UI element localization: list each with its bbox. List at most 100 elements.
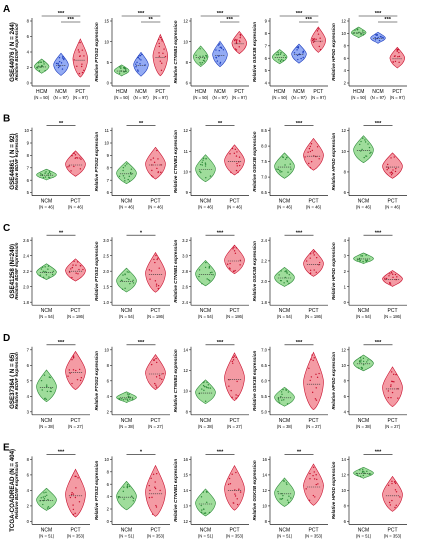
data-point (363, 32, 365, 34)
y-tick-label: 3.0 (182, 253, 188, 258)
data-point (394, 170, 397, 173)
violin-shape (145, 146, 166, 180)
group-label: HCM (274, 89, 285, 95)
group-label: NCM (358, 418, 369, 424)
data-point (238, 156, 241, 158)
violin-shape (195, 488, 216, 517)
data-point (396, 276, 398, 278)
y-tick-label: 4 (265, 81, 268, 86)
data-point (73, 59, 75, 61)
group-label: HCM (353, 89, 364, 95)
data-point (227, 483, 230, 486)
data-point (388, 275, 390, 277)
data-point (72, 508, 75, 511)
data-point (281, 393, 283, 396)
data-point (42, 270, 45, 273)
significance-stars: *** (226, 17, 233, 23)
data-point (374, 36, 376, 39)
data-point (235, 169, 238, 172)
data-point (199, 55, 201, 58)
significance-stars: *** (375, 230, 382, 236)
violin-shape (36, 168, 57, 181)
data-point (317, 28, 319, 30)
data-point (157, 285, 160, 287)
y-tick-label: 7 (265, 43, 268, 48)
data-point (226, 263, 229, 265)
data-point (206, 491, 208, 494)
group-n: (N = 97) (153, 95, 169, 100)
y-tick-label: 6 (265, 56, 268, 61)
data-point (45, 274, 48, 276)
data-point (232, 356, 234, 359)
y-tick-label: 12 (341, 19, 346, 24)
group-label: NCM (279, 418, 290, 424)
data-point (239, 36, 241, 39)
y-tick-label: 7 (27, 347, 30, 352)
data-point (317, 483, 319, 485)
group-label: PCT (230, 527, 240, 533)
data-point (76, 261, 79, 263)
y-tick-label: 2 (107, 409, 110, 414)
data-point (208, 266, 211, 269)
data-point (236, 165, 238, 167)
data-point (312, 38, 314, 40)
group-n: (N = 97) (73, 95, 89, 100)
data-point (158, 267, 160, 269)
violin-plot: 3 4 5 6 7 Relative BDNF expression NCM(N = 38)… (14, 340, 90, 429)
data-point (199, 62, 201, 64)
data-point (137, 69, 139, 71)
data-point (230, 389, 232, 392)
data-point (202, 381, 204, 384)
data-point (75, 487, 77, 489)
data-point (48, 176, 50, 179)
y-axis-label: Relative HPGD expression (331, 461, 336, 519)
data-point (44, 495, 46, 498)
group-label: PCT (151, 418, 161, 424)
y-axis-label: Relative HPGD expression (331, 242, 336, 300)
data-point (163, 48, 165, 50)
data-point (205, 157, 207, 160)
group-label: PCT (392, 89, 402, 95)
y-tick-label: 5 (27, 378, 30, 383)
data-point (390, 174, 393, 176)
significance-stars: *** (217, 450, 224, 456)
data-point (387, 167, 390, 169)
data-point (315, 373, 317, 375)
data-point (43, 498, 46, 500)
data-point (277, 51, 279, 54)
data-point (155, 384, 157, 386)
group-label: NCM (41, 418, 52, 424)
group-label: PCT (388, 527, 398, 533)
data-point (369, 152, 371, 154)
data-point (126, 398, 128, 400)
data-point (362, 33, 365, 36)
violin-plot: 2 4 6 8 10 Relative PTGS2 expression NCM(N = 3… (94, 340, 170, 429)
data-point (285, 389, 287, 392)
data-point (40, 173, 42, 175)
data-point (232, 502, 234, 504)
data-point (390, 272, 393, 274)
data-point (233, 355, 236, 357)
data-point (235, 40, 238, 42)
data-point (397, 397, 399, 399)
violin-shape (271, 49, 288, 65)
significance-stars: *** (296, 121, 303, 127)
data-point (39, 61, 41, 63)
group-label: NCM (358, 199, 369, 205)
data-point (76, 378, 79, 381)
data-point (47, 268, 49, 270)
data-point (70, 268, 72, 270)
violin-shape (274, 386, 295, 407)
data-point (78, 268, 80, 271)
violin-shape (116, 161, 137, 185)
significance-stars: *** (296, 340, 303, 346)
data-point (309, 472, 311, 475)
violin-shape (274, 152, 295, 179)
data-point (157, 171, 159, 174)
data-point (235, 247, 238, 249)
data-point (288, 495, 290, 497)
data-point (72, 369, 75, 371)
data-point (49, 170, 51, 172)
violin-shape (145, 251, 166, 293)
group-n: (N = 46) (385, 205, 401, 210)
